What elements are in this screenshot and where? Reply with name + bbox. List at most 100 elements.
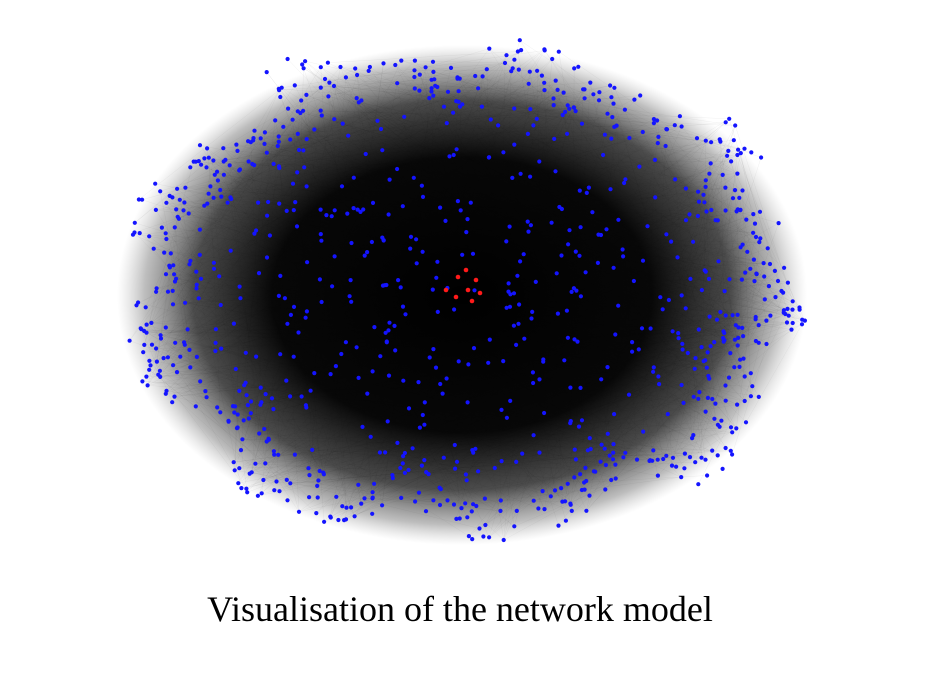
network-node — [626, 392, 632, 397]
network-node — [528, 107, 533, 112]
network-node — [181, 208, 186, 213]
network-node — [445, 498, 450, 503]
network-node — [741, 334, 746, 339]
network-node — [682, 451, 688, 456]
network-node — [542, 410, 547, 416]
network-node — [158, 189, 163, 194]
network-node — [782, 265, 787, 270]
network-node — [158, 374, 163, 379]
network-node — [276, 134, 281, 139]
network-node — [263, 392, 268, 397]
network-node — [278, 94, 283, 100]
network-node — [218, 302, 223, 308]
network-node — [611, 101, 616, 106]
network-node — [473, 73, 478, 79]
network-node — [413, 499, 418, 504]
network-node — [676, 336, 681, 341]
network-node — [274, 479, 279, 484]
network-node — [277, 489, 282, 494]
network-node — [661, 456, 666, 462]
network-node — [470, 448, 475, 453]
network-node — [710, 396, 715, 402]
network-node — [326, 94, 331, 99]
network-node — [329, 214, 334, 219]
network-node — [265, 213, 270, 218]
network-node — [445, 89, 451, 94]
network-node — [444, 376, 449, 381]
core-node — [473, 277, 479, 283]
network-node — [319, 238, 324, 243]
network-node — [786, 313, 791, 318]
network-node — [569, 508, 574, 513]
network-node — [511, 323, 516, 328]
network-node — [638, 93, 643, 98]
network-node — [498, 498, 503, 503]
network-node — [176, 216, 181, 221]
network-node — [735, 312, 740, 317]
network-node — [522, 336, 527, 341]
network-node — [349, 505, 354, 510]
network-node — [584, 508, 589, 513]
network-node — [722, 289, 727, 294]
network-node — [319, 113, 324, 118]
network-node — [603, 487, 608, 492]
network-node — [727, 116, 732, 121]
network-node — [608, 83, 613, 88]
network-node — [621, 455, 626, 460]
network-node — [194, 269, 199, 274]
network-node — [401, 454, 406, 459]
network-node — [370, 490, 375, 495]
network-node — [531, 123, 536, 128]
network-node — [470, 251, 476, 256]
network-node — [291, 354, 296, 359]
network-node — [609, 477, 614, 483]
network-node — [253, 461, 258, 466]
network-node — [345, 211, 350, 216]
network-node — [542, 47, 547, 52]
network-node — [420, 412, 425, 418]
network-node — [186, 211, 191, 216]
network-node — [170, 288, 175, 293]
network-node — [246, 416, 251, 421]
network-node — [749, 150, 754, 155]
network-node — [596, 98, 602, 103]
network-node — [512, 57, 517, 62]
network-node — [237, 284, 242, 289]
network-node — [799, 322, 805, 327]
network-node — [411, 175, 416, 180]
network-node — [669, 463, 675, 468]
network-node — [164, 236, 169, 242]
network-node — [295, 109, 300, 114]
network-node — [301, 108, 306, 113]
network-node — [578, 225, 583, 230]
network-node — [675, 255, 680, 260]
network-node — [477, 526, 482, 531]
network-node — [333, 364, 338, 369]
network-node — [721, 339, 726, 344]
network-node — [284, 378, 289, 383]
network-node — [518, 171, 523, 176]
network-node — [338, 64, 343, 70]
network-node — [773, 295, 778, 300]
network-node — [705, 473, 710, 478]
network-node — [706, 276, 712, 281]
network-node — [703, 457, 708, 462]
network-node — [459, 506, 464, 511]
network-node — [395, 81, 400, 86]
network-node — [531, 498, 536, 503]
network-node — [435, 259, 440, 264]
network-node — [380, 148, 385, 153]
network-node — [697, 390, 702, 395]
network-node — [565, 335, 571, 340]
network-node — [358, 209, 363, 214]
network-node — [691, 433, 696, 438]
network-node — [416, 380, 421, 385]
network-node — [163, 391, 168, 396]
network-node — [402, 470, 407, 475]
network-node — [362, 496, 367, 501]
network-node — [182, 342, 187, 347]
network-node — [426, 472, 431, 477]
network-node — [218, 187, 223, 193]
network-node — [359, 501, 364, 506]
network-node — [295, 170, 300, 175]
